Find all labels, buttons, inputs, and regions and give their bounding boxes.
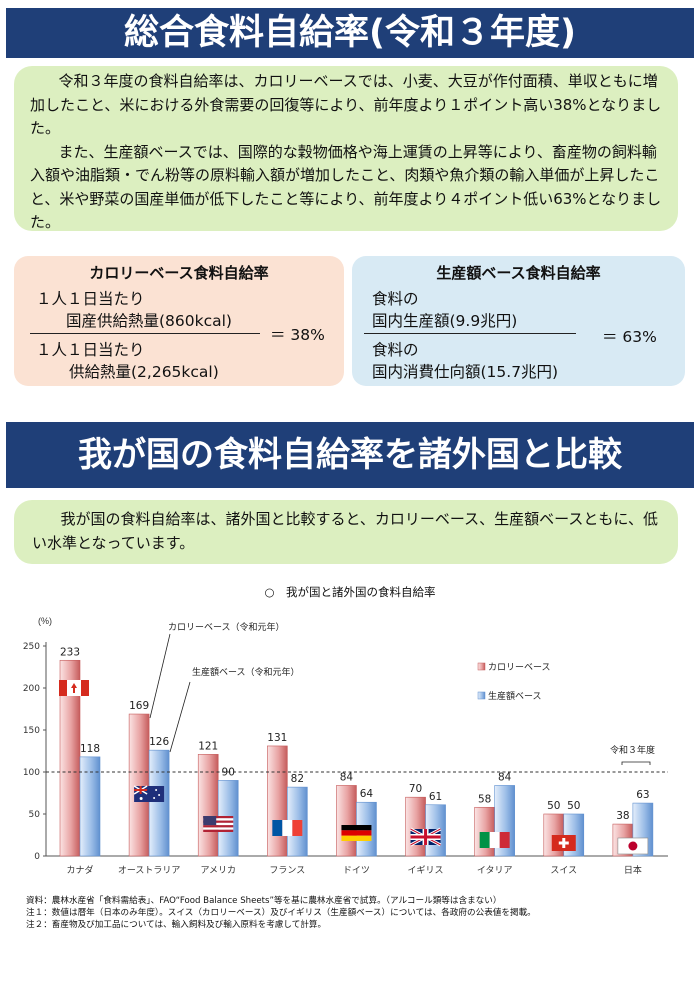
data-label-calorie: 233	[60, 646, 80, 658]
value-numerator-line2: 国内生産額(9.9兆円)	[372, 312, 518, 330]
note-1: 注１：数値は暦年（日本のみ年度）。スイス（カロリーベース）及びイギリス（生産額ベ…	[26, 908, 536, 918]
data-label-value: 50	[567, 800, 580, 812]
bar-calorie	[197, 754, 219, 857]
value-denominator-line1: 食料の	[372, 341, 419, 359]
y-tick-label: 0	[34, 852, 40, 862]
chart-title: ○ 我が国と諸外国の食料自給率	[264, 585, 436, 599]
bar-calorie	[267, 745, 288, 857]
value-formula-title: 生産額ベース食料自給率	[436, 264, 601, 282]
bar-calorie	[128, 713, 150, 857]
flag-switzerland-icon	[551, 835, 576, 851]
x-tick-label: フランス	[269, 865, 305, 876]
data-label-calorie: 84	[340, 771, 354, 783]
x-tick-label: カナダ	[66, 864, 93, 876]
x-tick-label: イタリア	[477, 865, 513, 876]
x-tick-label: 日本	[624, 864, 642, 876]
value-numerator-line1: 食料の	[372, 290, 419, 308]
data-label-value: 84	[498, 771, 512, 783]
calorie-formula-title: カロリーベース食料自給率	[89, 264, 269, 282]
data-label-value: 126	[149, 736, 169, 748]
data-label-calorie: 38	[616, 810, 629, 822]
data-labels: 233 118 169 126 121 90 131 82 84 64 70 61 58 84 50 50 38…	[60, 646, 650, 822]
value-denominator-line2: 国内消費仕向額(15.7兆円)	[372, 363, 559, 381]
data-label-calorie: 131	[267, 732, 287, 744]
bar-value	[79, 756, 101, 857]
calorie-callout-label: カロリーベース（令和元年）	[168, 621, 285, 633]
comparison-box: 我が国の食料自給率は、諸外国と比較すると、カロリーベース、生産額ベースともに、低…	[14, 500, 678, 564]
y-tick-label: 250	[23, 642, 40, 652]
calorie-denominator-line2: 供給熱量(2,265kcal)	[69, 363, 219, 381]
data-label-value: 61	[429, 791, 442, 803]
flag-italy-icon	[479, 832, 510, 848]
data-label-value: 118	[80, 743, 100, 755]
comparison-paragraph: 我が国の食料自給率は、諸外国と比較すると、カロリーベース、生産額ベースともに、低…	[32, 510, 658, 552]
japan-year-label: 令和３年度	[610, 744, 655, 756]
chart-notes: 資料：農林水産省「食料需給表」、FAO“Food Balance Sheets”…	[26, 895, 536, 931]
legend-swatch-value	[477, 691, 486, 700]
data-label-value: 64	[360, 788, 374, 800]
data-label-calorie: 121	[198, 740, 218, 752]
legend-label-value: 生産額ベース	[488, 690, 542, 702]
calorie-numerator-line2: 国産供給熱量(860kcal)	[66, 312, 232, 330]
summary-paragraph-calorie: 令和３年度の食料自給率は、カロリーベースでは、小麦、大豆が作付面積、単収ともに増…	[30, 72, 662, 137]
value-callout-label: 生産額ベース（令和元年）	[192, 666, 300, 678]
section2-title: 我が国の食料自給率を諸外国と比較	[6, 422, 694, 488]
data-label-value: 90	[222, 766, 235, 778]
calorie-formula-box: カロリーベース食料自給率 １人１日当たり 国産供給熱量(860kcal) １人１…	[14, 256, 344, 386]
chart-legend: カロリーベース 生産額ベース	[477, 662, 551, 702]
calorie-denominator-line1: １人１日当たり	[36, 341, 145, 359]
data-label-value: 63	[636, 789, 649, 801]
x-tick-label: ドイツ	[343, 866, 370, 876]
data-label-calorie: 58	[478, 793, 491, 805]
callouts: カロリーベース（令和元年） 生産額ベース（令和元年） 令和３年度	[149, 621, 655, 765]
summary-box: 令和３年度の食料自給率は、カロリーベースでは、小麦、大豆が作付面積、単収ともに増…	[14, 66, 678, 231]
flag-uk-icon	[409, 827, 442, 847]
x-tick-label: オーストラリア	[118, 865, 181, 876]
bar-calorie	[474, 806, 495, 857]
data-label-calorie: 70	[409, 783, 422, 795]
data-label-value: 82	[291, 773, 304, 785]
note-source: 資料：農林水産省「食料需給表」、FAO“Food Balance Sheets”…	[26, 896, 502, 906]
y-tick-label: 150	[23, 726, 40, 736]
calorie-result: ＝ 38%	[270, 326, 325, 344]
japan-year-bracket	[621, 761, 651, 765]
food-self-sufficiency-chart: (%) 0 50 100 150 200 250 233 118 169 126 121 90 131…	[23, 616, 668, 876]
section1-title: 総合食料自給率(令和３年度)	[6, 8, 694, 58]
y-axis-unit: (%)	[38, 616, 52, 626]
note-2: 注２：畜産物及び加工品については、輸入飼料及び輸入原料を考慮して計算。	[26, 920, 327, 930]
y-tick-label: 200	[23, 684, 40, 694]
bar-calorie	[405, 796, 426, 857]
flag-japan-icon	[617, 837, 649, 855]
summary-paragraph-value: また、生産額ベースでは、国際的な穀物価格や海上運賃の上昇等により、畜産物の飼料輸…	[30, 142, 662, 232]
value-callout-line	[169, 681, 191, 753]
flag-australia-icon	[133, 785, 165, 802]
data-label-calorie: 169	[129, 700, 149, 712]
bar-calorie	[336, 785, 357, 857]
flag-france-icon	[272, 820, 303, 836]
calorie-fraction-line	[30, 333, 260, 334]
value-result: ＝ 63%	[602, 328, 657, 346]
x-axis-labels: カナダ オーストラリア アメリカ フランス ドイツ イギリス イタリア スイス 日本	[66, 864, 641, 876]
flag-canada-icon	[59, 680, 89, 696]
calorie-numerator-line1: １人１日当たり	[36, 290, 145, 308]
legend-label-calorie: カロリーベース	[488, 662, 551, 673]
data-label-calorie: 50	[547, 800, 560, 812]
x-tick-label: アメリカ	[200, 865, 236, 876]
y-tick-label: 100	[23, 768, 40, 778]
country-flags	[59, 680, 649, 855]
value-formula-box: 生産額ベース食料自給率 食料の 国内生産額(9.9兆円) 食料の 国内消費仕向額…	[352, 256, 685, 386]
x-tick-label: イギリス	[408, 865, 444, 876]
bar-value	[148, 749, 170, 857]
flag-germany-icon	[341, 825, 372, 841]
calorie-callout-line	[149, 633, 171, 719]
value-fraction-line	[364, 333, 576, 334]
y-tick-label: 50	[29, 810, 41, 820]
flag-usa-icon	[203, 816, 234, 832]
legend-swatch-calorie	[477, 662, 486, 671]
x-tick-label: スイス	[550, 866, 577, 876]
